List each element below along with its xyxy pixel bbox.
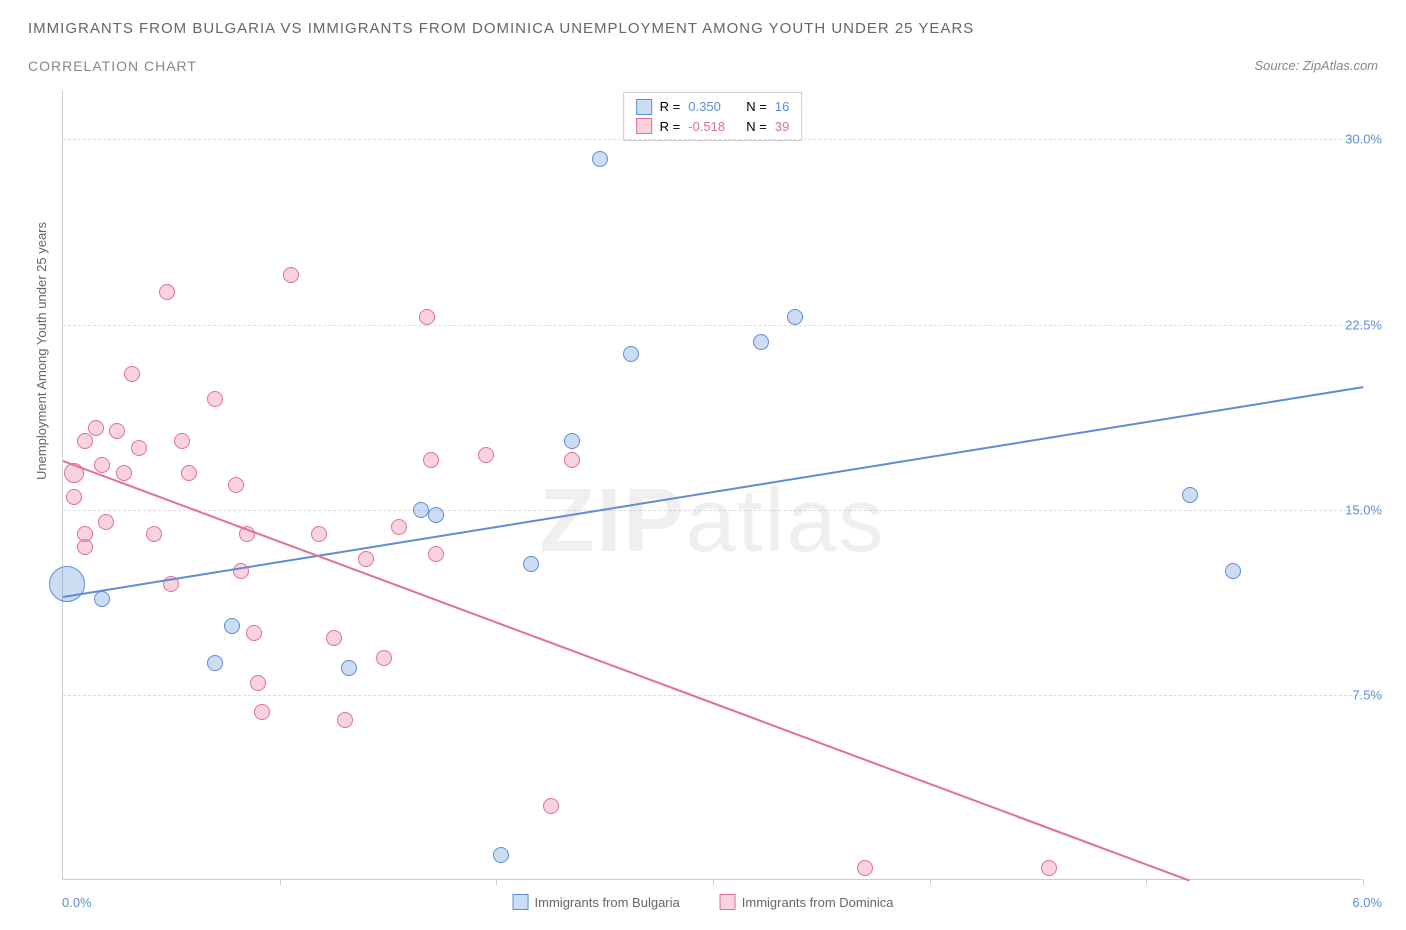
- scatter-point-series1: [94, 591, 110, 607]
- x-tick: [930, 879, 931, 885]
- y-axis-label: Unemployment Among Youth under 25 years: [34, 222, 49, 480]
- stat-r-value: -0.518: [688, 117, 738, 137]
- scatter-point-series2: [94, 457, 110, 473]
- watermark: ZIPatlas: [539, 470, 885, 573]
- scatter-point-series2: [311, 526, 327, 542]
- x-tick: [496, 879, 497, 885]
- stats-row-series2: R = -0.518 N = 39: [636, 117, 790, 137]
- scatter-point-series1: [787, 309, 803, 325]
- scatter-point-series2: [174, 433, 190, 449]
- scatter-point-series1: [592, 151, 608, 167]
- source-attribution: Source: ZipAtlas.com: [1254, 58, 1378, 73]
- scatter-point-series1: [341, 660, 357, 676]
- scatter-point-series2: [159, 284, 175, 300]
- chart-subtitle: CORRELATION CHART: [28, 58, 197, 74]
- scatter-point-series1: [564, 433, 580, 449]
- scatter-point-series2: [423, 452, 439, 468]
- legend-item-series2: Immigrants from Dominica: [720, 894, 894, 910]
- scatter-point-series1: [224, 618, 240, 634]
- stat-r-label: R =: [660, 97, 681, 117]
- scatter-point-series2: [124, 366, 140, 382]
- scatter-point-series2: [337, 712, 353, 728]
- stat-r-value: 0.350: [688, 97, 738, 117]
- legend-swatch-series1: [513, 894, 529, 910]
- scatter-point-series2: [358, 551, 374, 567]
- scatter-point-series2: [326, 630, 342, 646]
- legend-item-series1: Immigrants from Bulgaria: [513, 894, 680, 910]
- grid-line: [63, 325, 1362, 326]
- swatch-series1: [636, 99, 652, 115]
- scatter-point-series1: [753, 334, 769, 350]
- watermark-bold: ZIP: [539, 471, 685, 571]
- scatter-point-series2: [254, 704, 270, 720]
- scatter-point-series1: [413, 502, 429, 518]
- scatter-point-series2: [109, 423, 125, 439]
- x-tick: [713, 879, 714, 885]
- scatter-point-series2: [146, 526, 162, 542]
- watermark-light: atlas: [685, 471, 885, 571]
- scatter-point-series2: [857, 860, 873, 876]
- scatter-point-series2: [419, 309, 435, 325]
- stats-row-series1: R = 0.350 N = 16: [636, 97, 790, 117]
- scatter-point-series2: [181, 465, 197, 481]
- scatter-point-series2: [228, 477, 244, 493]
- trend-line-series2: [63, 460, 1190, 882]
- stat-r-label: R =: [660, 117, 681, 137]
- legend-swatch-series2: [720, 894, 736, 910]
- x-axis-max-label: 6.0%: [1352, 895, 1382, 910]
- scatter-point-series1: [523, 556, 539, 572]
- swatch-series2: [636, 118, 652, 134]
- x-tick: [280, 879, 281, 885]
- scatter-point-series2: [1041, 860, 1057, 876]
- scatter-point-series1: [1225, 563, 1241, 579]
- scatter-point-series2: [98, 514, 114, 530]
- scatter-point-series1: [207, 655, 223, 671]
- scatter-point-series2: [246, 625, 262, 641]
- stat-n-value: 39: [775, 117, 789, 137]
- stat-n-label: N =: [746, 117, 767, 137]
- y-tick-label: 30.0%: [1345, 132, 1382, 147]
- scatter-point-series2: [88, 420, 104, 436]
- scatter-point-series2: [391, 519, 407, 535]
- scatter-point-series2: [376, 650, 392, 666]
- scatter-point-series2: [207, 391, 223, 407]
- scatter-point-series1: [623, 346, 639, 362]
- x-tick: [1146, 879, 1147, 885]
- stat-n-value: 16: [775, 97, 789, 117]
- grid-line: [63, 695, 1362, 696]
- scatter-point-series2: [428, 546, 444, 562]
- scatter-point-series2: [116, 465, 132, 481]
- legend-label-series1: Immigrants from Bulgaria: [535, 895, 680, 910]
- legend-label-series2: Immigrants from Dominica: [742, 895, 894, 910]
- grid-line: [63, 510, 1362, 511]
- x-tick: [1363, 879, 1364, 885]
- scatter-point-series2: [564, 452, 580, 468]
- scatter-point-series2: [283, 267, 299, 283]
- grid-line: [63, 139, 1362, 140]
- trend-line-series1: [63, 386, 1363, 598]
- y-tick-label: 15.0%: [1345, 502, 1382, 517]
- scatter-point-series2: [543, 798, 559, 814]
- scatter-point-series2: [250, 675, 266, 691]
- chart-title: IMMIGRANTS FROM BULGARIA VS IMMIGRANTS F…: [28, 20, 974, 37]
- plot-area: R = 0.350 N = 16 R = -0.518 N = 39 ZIPat…: [62, 90, 1362, 880]
- scatter-point-series2: [77, 539, 93, 555]
- y-tick-label: 7.5%: [1352, 687, 1382, 702]
- y-tick-label: 22.5%: [1345, 317, 1382, 332]
- scatter-point-series1: [428, 507, 444, 523]
- bottom-legend: Immigrants from Bulgaria Immigrants from…: [513, 894, 894, 910]
- scatter-point-series2: [131, 440, 147, 456]
- scatter-point-series2: [478, 447, 494, 463]
- scatter-point-series1: [493, 847, 509, 863]
- stat-n-label: N =: [746, 97, 767, 117]
- x-axis-min-label: 0.0%: [62, 895, 92, 910]
- scatter-point-series2: [66, 489, 82, 505]
- correlation-stats-box: R = 0.350 N = 16 R = -0.518 N = 39: [623, 92, 803, 141]
- scatter-point-series1: [1182, 487, 1198, 503]
